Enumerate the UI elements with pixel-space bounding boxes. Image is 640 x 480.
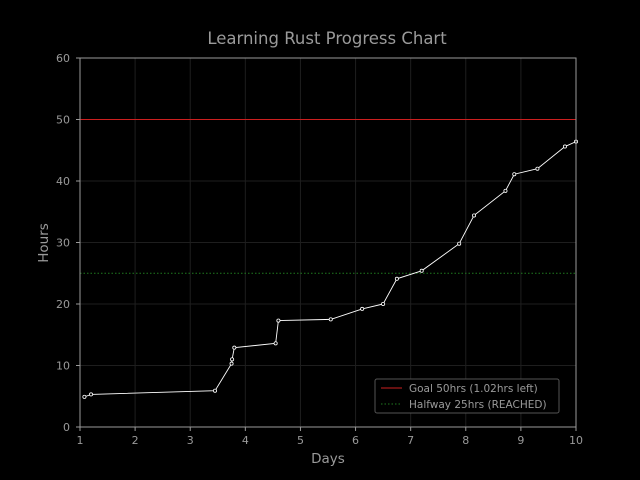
x-tick-label: 3 [187, 434, 194, 447]
data-point [472, 213, 477, 218]
y-tick-label: 0 [63, 421, 70, 434]
data-point [457, 241, 462, 246]
x-tick-label: 6 [352, 434, 359, 447]
data-point [535, 166, 540, 171]
y-tick-label: 30 [56, 237, 70, 250]
legend-halfway-label: Halfway 25hrs (REACHED) [409, 399, 547, 411]
x-tick-label: 8 [462, 434, 469, 447]
data-point [89, 392, 94, 397]
data-point [229, 361, 234, 366]
data-point [276, 318, 281, 323]
x-tick-label: 5 [297, 434, 304, 447]
data-point [381, 301, 386, 306]
data-point [273, 341, 278, 346]
y-tick-label: 50 [56, 114, 70, 127]
y-axis-ticks: 0 10 20 30 40 50 60 [56, 52, 80, 434]
data-point [82, 394, 87, 399]
legend-goal-label: Goal 50hrs (1.02hrs left) [409, 383, 538, 395]
data-point [213, 388, 218, 393]
data-point [328, 317, 333, 322]
series-line [82, 139, 579, 399]
x-tick-label: 10 [569, 434, 583, 447]
data-point [503, 188, 508, 193]
legend-box [374, 378, 560, 414]
x-axis-label: Days [311, 451, 345, 467]
data-point [512, 172, 517, 177]
data-point [394, 276, 399, 281]
reference-lines [80, 119, 576, 274]
y-tick-label: 60 [56, 52, 70, 65]
data-point [360, 306, 365, 311]
x-tick-label: 2 [132, 434, 139, 447]
legend: Goal 50hrs (1.02hrs left) Halfway 25hrs (… [374, 378, 560, 414]
data-point [232, 345, 237, 350]
y-axis-label: Hours [36, 223, 52, 263]
y-tick-label: 10 [56, 360, 70, 373]
x-tick-label: 4 [242, 434, 249, 447]
x-tick-label: 1 [77, 434, 84, 447]
y-tick-label: 20 [56, 298, 70, 311]
x-tick-label: 7 [407, 434, 414, 447]
y-tick-label: 40 [56, 175, 70, 188]
x-tick-label: 9 [517, 434, 524, 447]
chart-title: Learning Rust Progress Chart [207, 29, 447, 48]
data-point [562, 144, 567, 149]
data-point [419, 268, 424, 273]
data-point [230, 357, 235, 362]
x-axis-ticks: 1 2 3 4 5 6 7 8 9 10 [77, 427, 583, 447]
